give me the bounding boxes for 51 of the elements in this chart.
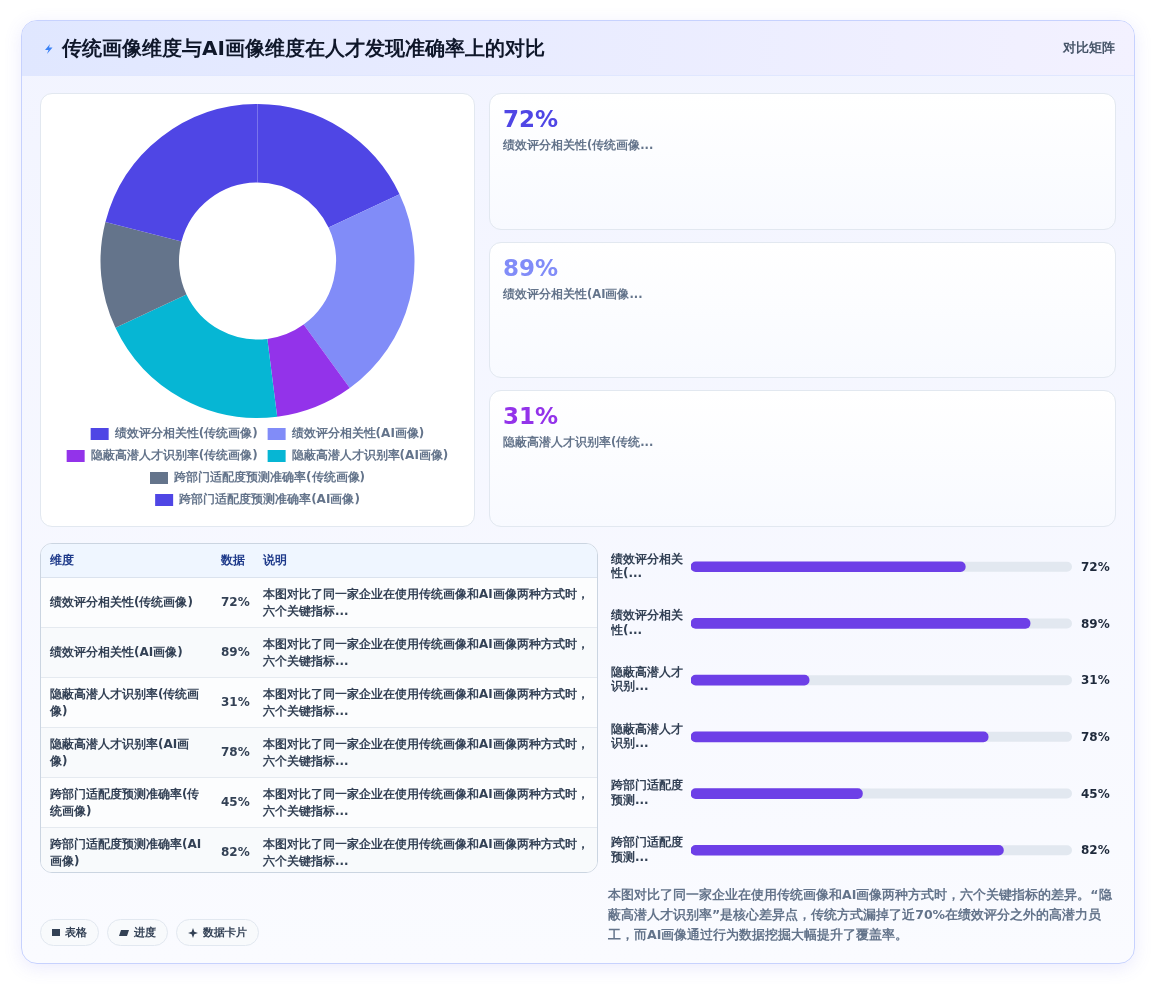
y-tick-label: 隐蔽高潜人才识别... [610, 721, 683, 751]
text: 数据卡片 [203, 925, 247, 940]
category-label: 数据 [212, 544, 254, 578]
category-label: 维度 [41, 544, 212, 578]
data-label: 82% [1081, 843, 1110, 858]
y-tick-label: 隐蔽高潜人才识别... [610, 665, 683, 694]
text: 本图对比了同一家企业在使用传统画像和AI画像两种方式时，六个关键指标... [263, 686, 589, 718]
y-tick-label: 绩效评分相关性(... [610, 608, 684, 637]
y-tick-label: 跨部门适配度预测... [610, 778, 683, 807]
text: 78% [221, 745, 250, 759]
data-label: 78% [1081, 729, 1110, 744]
legend-label: 跨部门适配度预测准确率(AI画像) [178, 492, 360, 507]
text: 82% [221, 845, 250, 859]
text: 绩效评分相关性(传统画像... [503, 138, 654, 152]
y-tick-label: 绩效评分相关性(... [610, 551, 684, 581]
text: 绩效评分相关性(AI画像... [503, 286, 643, 301]
text: 表格 [65, 925, 87, 940]
legend-label: 隐蔽高潜人才识别率(AI画像) [291, 448, 449, 463]
text: 72% [503, 105, 559, 133]
text: 本图对比了同一家企业在使用传统画像和AI画像两种方式时，六个关键指标的差异。“隐蔽高潜人才识别率”是核心差异点，传统方式漏掉了近70%在绩效评分之外的高潜力员工，而AI画像通过行为数据挖掘大幅提升了覆盖率。 [608, 886, 1113, 944]
text: 本图对比了同一家企业在使用传统画像和AI画像两种方式时，六个关键指标... [263, 586, 589, 618]
text: 31% [221, 695, 250, 709]
data-label: 31% [1081, 673, 1110, 688]
category-label: 说明 [254, 544, 597, 578]
text: 绩效评分相关性(AI画像) [50, 645, 183, 659]
text: 隐蔽高潜人才识别率(AI画像) [50, 736, 190, 768]
data-label: 72% [1081, 559, 1110, 574]
text: 跨部门适配度预测准确率(传统画像) [50, 786, 200, 818]
legend-label: 绩效评分相关性(AI画像) [290, 426, 425, 441]
text: 隐蔽高潜人才识别率(传统... [503, 435, 654, 450]
text: 89% [221, 645, 250, 659]
text: 45% [221, 795, 250, 809]
data-label: 89% [1081, 616, 1110, 631]
text: 31% [503, 402, 559, 431]
text: 跨部门适配度预测准确率(AI画像) [50, 836, 202, 868]
text: 绩效评分相关性(传统画像) [50, 595, 193, 609]
legend-label: 隐蔽高潜人才识别率(传统画像) [90, 448, 258, 463]
text: 进度 [134, 925, 156, 940]
text: 隐蔽高潜人才识别率(传统画像) [50, 686, 200, 718]
text: 本图对比了同一家企业在使用传统画像和AI画像两种方式时，六个关键指标... [263, 786, 589, 818]
y-tick-label: 跨部门适配度预测... [610, 835, 683, 864]
text: 本图对比了同一家企业在使用传统画像和AI画像两种方式时，六个关键指标... [263, 736, 589, 768]
text: 本图对比了同一家企业在使用传统画像和AI画像两种方式时，六个关键指标... [263, 636, 589, 668]
legend-label: 绩效评分相关性(传统画像) [113, 426, 258, 441]
text: 本图对比了同一家企业在使用传统画像和AI画像两种方式时，六个关键指标... [263, 836, 589, 868]
legend-label: 跨部门适配度预测准确率(传统画像) [173, 470, 365, 485]
chart-title: 传统画像维度与AI画像维度在人才发现准确率上的对比 [62, 35, 545, 62]
text: 72% [221, 595, 250, 609]
data-label: 45% [1081, 786, 1110, 801]
text: 对比矩阵 [1063, 39, 1115, 57]
text: 89% [503, 253, 559, 282]
